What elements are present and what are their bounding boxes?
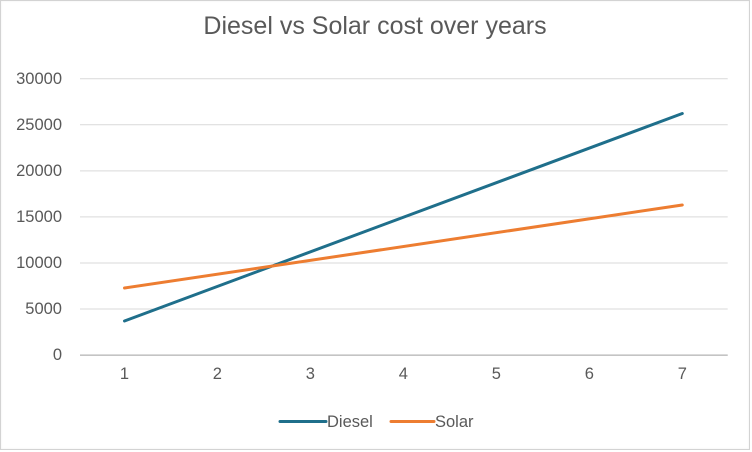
svg-text:30000: 30000 xyxy=(16,70,62,88)
svg-text:15000: 15000 xyxy=(16,208,62,226)
svg-text:2: 2 xyxy=(213,365,222,383)
svg-text:3: 3 xyxy=(306,365,315,383)
svg-text:0: 0 xyxy=(53,346,62,364)
svg-text:5000: 5000 xyxy=(25,300,62,318)
svg-text:10000: 10000 xyxy=(16,254,62,272)
svg-text:20000: 20000 xyxy=(16,162,62,180)
svg-text:1: 1 xyxy=(120,365,129,383)
svg-text:Diesel: Diesel xyxy=(327,413,373,431)
svg-text:7: 7 xyxy=(678,365,687,383)
svg-text:6: 6 xyxy=(585,365,594,383)
svg-text:5: 5 xyxy=(492,365,501,383)
svg-text:25000: 25000 xyxy=(16,116,62,134)
svg-text:4: 4 xyxy=(399,365,408,383)
svg-text:Solar: Solar xyxy=(435,413,474,431)
